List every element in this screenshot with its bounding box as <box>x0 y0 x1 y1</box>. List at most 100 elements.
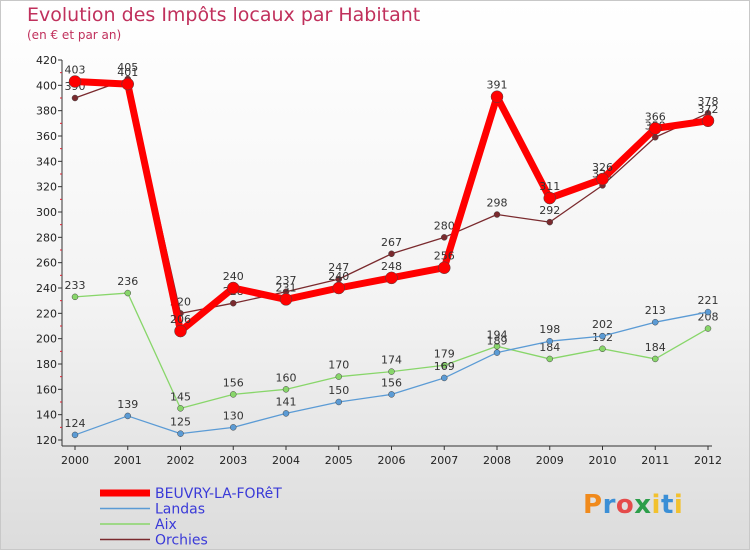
data-point <box>230 391 237 398</box>
data-label: 221 <box>698 294 719 307</box>
x-tick-label: 2000 <box>61 454 89 467</box>
data-label: 184 <box>539 341 560 354</box>
data-label: 247 <box>328 261 349 274</box>
y-tick-label: 280 <box>36 231 57 244</box>
data-point <box>493 349 501 356</box>
y-tick-label: 400 <box>36 79 57 92</box>
data-point <box>335 373 342 380</box>
data-label: 366 <box>645 110 666 123</box>
data-point <box>704 308 712 316</box>
x-tick-label: 2002 <box>167 454 195 467</box>
x-tick-label: 2008 <box>483 454 511 467</box>
y-tick-label: 180 <box>36 358 57 371</box>
y-tick-label: 320 <box>36 181 57 194</box>
data-point <box>71 293 79 301</box>
data-point <box>546 218 553 226</box>
data-point <box>332 281 345 295</box>
x-tick-label: 2011 <box>641 454 669 467</box>
data-point <box>177 430 184 437</box>
data-point <box>704 325 712 332</box>
data-point <box>68 75 82 88</box>
data-point <box>649 122 662 135</box>
data-label: 124 <box>65 417 86 430</box>
data-label: 256 <box>434 250 455 263</box>
chart-title: Evolution des Impôts locaux par Habitant <box>27 4 421 26</box>
data-label: 401 <box>117 66 138 79</box>
legend-label: Landas <box>155 502 205 518</box>
data-label: 248 <box>381 260 402 273</box>
x-tick-label: 2001 <box>114 454 142 467</box>
y-tick-label: 360 <box>36 130 57 143</box>
y-tick-label: 140 <box>36 409 57 422</box>
data-point <box>279 293 293 306</box>
data-point <box>385 271 398 285</box>
data-point <box>438 261 451 274</box>
data-point <box>230 299 237 307</box>
y-tick-label: 240 <box>36 282 57 295</box>
data-point <box>230 424 237 431</box>
data-label: 206 <box>170 313 191 326</box>
y-tick-label: 420 <box>36 54 57 67</box>
data-label: 326 <box>592 161 613 174</box>
legend-label: BEUVRY-LA-FORêT <box>155 486 282 502</box>
data-label: 179 <box>434 347 455 360</box>
x-tick-label: 2007 <box>430 454 458 467</box>
data-label: 202 <box>592 318 613 331</box>
x-tick-label: 2005 <box>325 454 353 467</box>
data-label: 130 <box>223 409 244 422</box>
series-landas: 124 139 125 130 141 150 156 169 189 198 202 213 221 <box>65 294 719 439</box>
data-point <box>282 386 290 393</box>
data-label: 233 <box>65 279 86 292</box>
data-label: 311 <box>539 180 560 193</box>
data-point <box>174 324 187 338</box>
data-label: 240 <box>223 270 244 283</box>
data-point <box>599 345 606 353</box>
y-tick-label: 220 <box>36 307 57 320</box>
data-point <box>543 191 556 205</box>
data-point <box>71 431 79 439</box>
data-point <box>388 391 395 398</box>
data-label: 267 <box>381 236 402 249</box>
data-point <box>441 374 448 382</box>
data-label: 236 <box>117 275 138 288</box>
data-label: 403 <box>65 64 86 77</box>
y-tick-label: 340 <box>36 155 57 168</box>
data-label: 150 <box>328 384 349 397</box>
data-point <box>493 211 501 218</box>
data-point <box>388 368 395 375</box>
y-tick-label: 380 <box>36 105 57 118</box>
data-point <box>441 362 448 369</box>
data-label: 231 <box>276 281 297 294</box>
y-tick-label: 300 <box>36 206 57 219</box>
data-point <box>490 90 504 103</box>
data-label: 213 <box>645 304 666 317</box>
y-tick-label: 120 <box>36 434 57 447</box>
data-label: 405 <box>117 61 138 74</box>
x-tick-label: 2009 <box>536 454 564 467</box>
data-point <box>546 355 553 363</box>
x-tick-label: 2010 <box>589 454 617 467</box>
data-label: 298 <box>487 197 508 210</box>
data-point <box>335 398 342 406</box>
data-label: 237 <box>276 274 297 287</box>
data-label: 125 <box>170 416 191 429</box>
data-point <box>177 405 184 412</box>
data-label: 240 <box>328 270 349 283</box>
x-tick-label: 2006 <box>378 454 406 467</box>
data-point <box>388 250 395 258</box>
data-label: 170 <box>328 359 349 372</box>
data-point <box>282 410 290 417</box>
data-label: 194 <box>487 328 508 341</box>
chart-subtitle: (en € et par an) <box>27 28 122 42</box>
data-label: 208 <box>698 311 719 324</box>
data-point <box>124 289 131 297</box>
data-point <box>441 234 448 241</box>
data-label: 160 <box>276 371 297 384</box>
data-point <box>124 412 131 420</box>
data-label: 292 <box>539 204 560 217</box>
data-point <box>652 318 659 326</box>
data-point <box>652 355 659 363</box>
data-point <box>701 114 715 128</box>
